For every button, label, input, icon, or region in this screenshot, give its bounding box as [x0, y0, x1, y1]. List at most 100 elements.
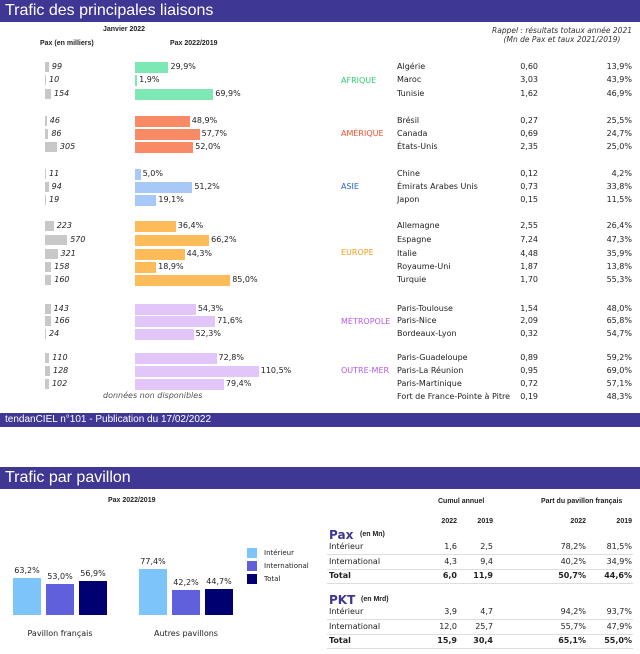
rate-2021: 48,3% — [606, 392, 632, 401]
cell-value: 4,7 — [480, 607, 493, 616]
ratio-bar — [135, 221, 176, 232]
pax-value: 305 — [59, 142, 76, 151]
value-2021: 0,89 — [520, 353, 538, 362]
ratio-bar — [135, 235, 210, 246]
pax-value: 102 — [51, 379, 68, 388]
value-2021: 1,70 — [520, 275, 538, 284]
legend-label: International — [264, 562, 309, 570]
value-2021: 0,12 — [520, 169, 538, 178]
rate-2021: 25,0% — [606, 142, 632, 151]
row-divider — [327, 648, 633, 649]
period-label: Janvier 2022 — [103, 26, 146, 33]
value-2021: 0,27 — [520, 116, 538, 125]
rate-2021: 11,5% — [606, 195, 632, 204]
cell-value: 44,6% — [604, 571, 632, 580]
route-name: Canada — [397, 129, 428, 138]
rate-2021: 13,9% — [606, 62, 632, 71]
region-label: OUTRE-MER — [341, 366, 390, 375]
ratio-value: 57,7% — [201, 129, 228, 138]
ratio-value: 19,1% — [158, 195, 184, 204]
ratio-value: 52,0% — [195, 142, 221, 151]
pax-value: 94 — [51, 182, 62, 191]
pax-value: 46 — [49, 116, 60, 125]
value-2021: 0,95 — [520, 366, 538, 375]
pax-bar — [45, 195, 46, 205]
ratio-bar — [135, 182, 193, 193]
ratio-value: 71,6% — [217, 316, 243, 325]
value-2021: 0,72 — [520, 379, 538, 388]
cell-value: 25,7 — [475, 621, 493, 631]
ratio-bar — [135, 275, 231, 286]
section-title-liaisons: Trafic des principales liaisons — [0, 0, 640, 22]
pax-bar — [45, 75, 46, 85]
route-name: Émirats Arabes Unis — [397, 182, 478, 191]
rate-2021: 4,2% — [611, 169, 632, 178]
row-label: Intérieur — [329, 607, 364, 616]
value-2021: 0,15 — [520, 195, 538, 204]
cell-value: 47,9% — [606, 621, 632, 631]
pax-bar — [45, 182, 49, 192]
ratio-bar — [135, 116, 190, 127]
pavillon-bar-label: 53,0% — [47, 571, 73, 581]
legend-label: Intérieur — [264, 549, 294, 557]
cell-value: 30,4 — [473, 636, 493, 645]
pax-value: 128 — [52, 366, 69, 375]
value-2021: 2,55 — [520, 221, 538, 230]
pax-bar — [45, 169, 46, 179]
cumul-header: Cumul annuel — [438, 498, 485, 505]
pax-bar — [45, 353, 50, 363]
ratio-bar — [135, 142, 194, 153]
route-name: Paris-Martinique — [397, 379, 462, 388]
group-title: Pax — [329, 528, 354, 542]
group-unit: (en Mrd) — [361, 596, 389, 603]
ratio-value: 44,3% — [186, 249, 213, 258]
pax-bar — [45, 62, 49, 72]
rate-2021: 25,5% — [606, 116, 632, 125]
category-label: Pavillon français — [27, 629, 93, 638]
row-label: Intérieur — [329, 542, 364, 551]
value-2021: 0,60 — [520, 62, 538, 71]
group-title: PKT — [329, 593, 356, 607]
pavillon-bar — [13, 577, 41, 615]
row-divider — [327, 633, 633, 635]
rate-2021: 55,3% — [606, 275, 632, 284]
row-divider — [327, 554, 633, 555]
cell-value: 93,7% — [606, 607, 632, 616]
route-name: Tunisie — [397, 89, 425, 98]
rate-2021: 48,0% — [606, 304, 632, 313]
ratio-bar — [135, 62, 169, 73]
route-name: Maroc — [397, 75, 422, 84]
region-label: AMÉRIQUE — [341, 129, 384, 138]
value-2021: 2,35 — [520, 142, 538, 151]
region-label: ASIE — [341, 182, 359, 191]
ratio-value: 110,5% — [260, 366, 292, 375]
route-name: Japon — [397, 195, 420, 204]
pax-bar — [45, 142, 57, 152]
ratio-bar — [135, 366, 259, 377]
pavillon-bar — [139, 569, 167, 615]
region-label: AFRIQUE — [341, 75, 377, 85]
pax-value: 160 — [54, 275, 70, 284]
cell-value: 55,7% — [560, 621, 586, 631]
rate-2021: 46,9% — [606, 89, 632, 98]
rappel-note: Rappel : résultats totaux année 2021 (Mn… — [492, 26, 632, 44]
row-label: International — [329, 556, 381, 566]
pax-bar — [45, 89, 51, 99]
group-unit: (en Mn) — [360, 531, 385, 538]
value-2021: 3,03 — [520, 75, 538, 84]
cell-value: 81,5% — [606, 542, 632, 551]
pax-bar — [45, 235, 68, 245]
ratio-value: 79,4% — [225, 379, 252, 388]
ratio-value: 66,2% — [211, 235, 237, 244]
row-label: Total — [329, 571, 351, 580]
rate-2021: 59,2% — [606, 353, 632, 362]
pavillon-chart-title: Pax 2022/2019 — [108, 497, 156, 504]
cell-value: 65,1% — [558, 636, 586, 645]
ratio-value: 54,3% — [197, 304, 224, 313]
pax-bar — [45, 129, 49, 139]
pax-bar — [45, 304, 51, 314]
pax-bar — [45, 249, 58, 259]
year-header: 2019 — [477, 518, 493, 525]
pax-bar — [45, 379, 49, 389]
pax-value: 154 — [54, 89, 70, 98]
